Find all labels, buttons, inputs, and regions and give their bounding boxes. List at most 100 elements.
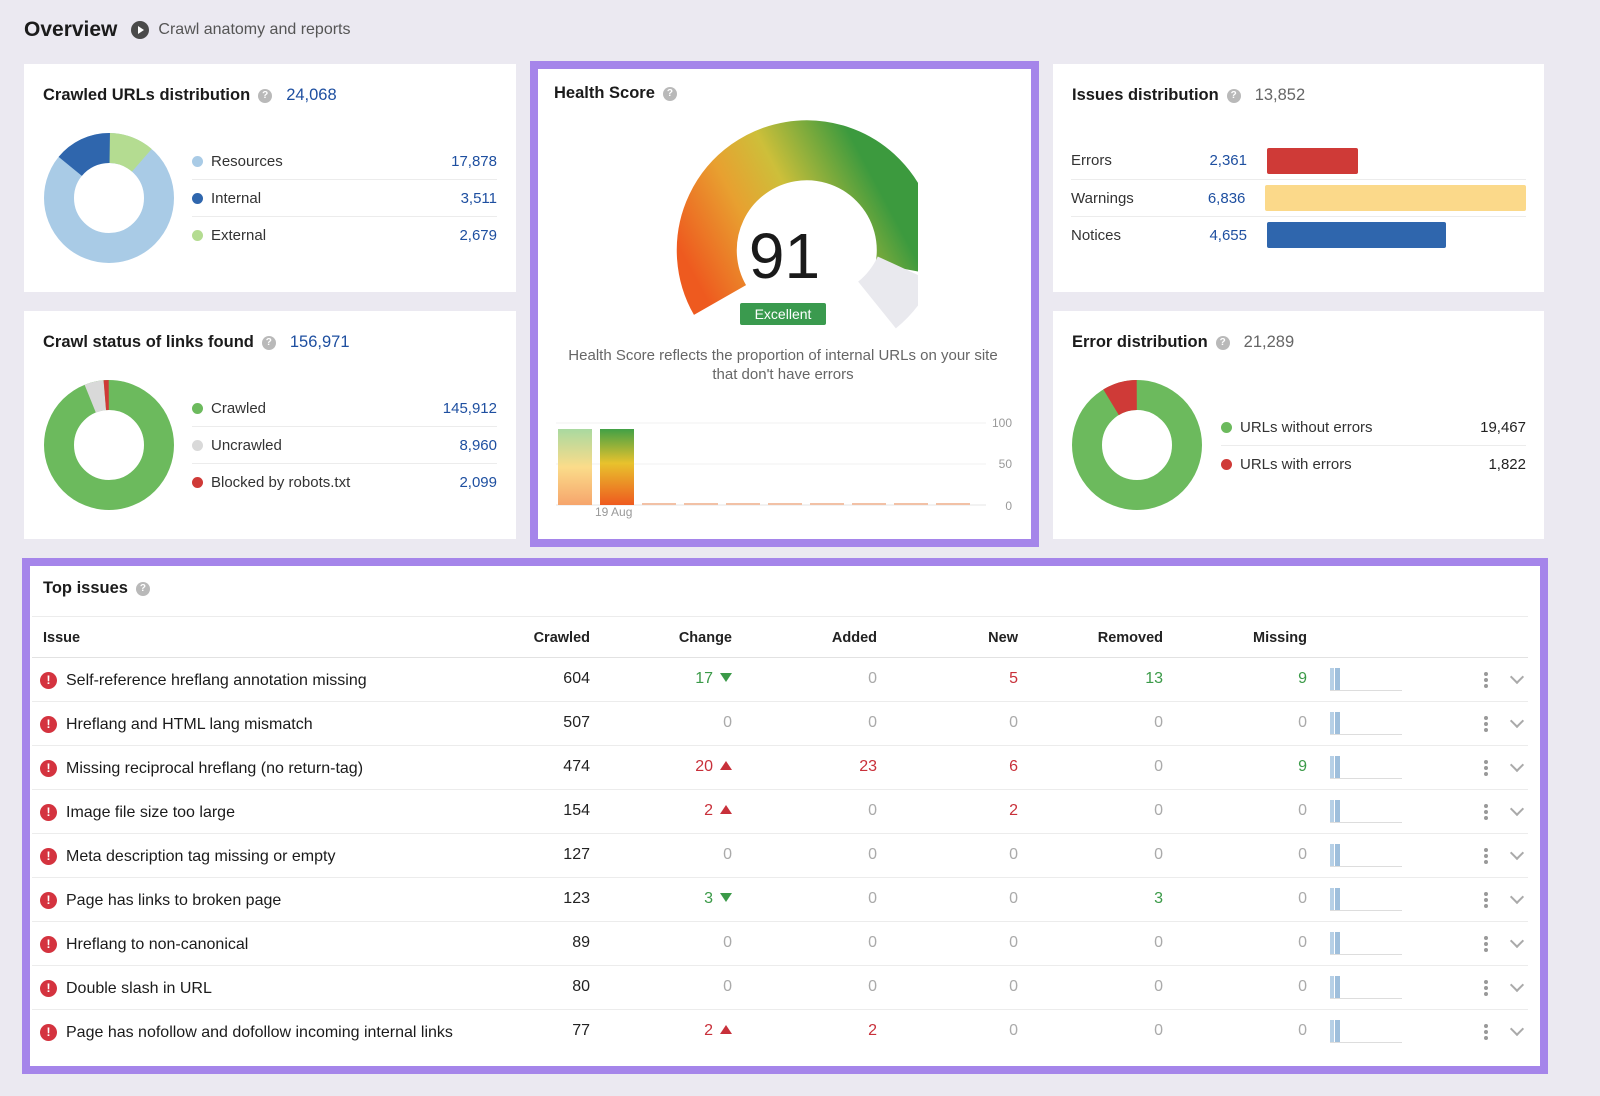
issues-bar-warnings[interactable] bbox=[1265, 185, 1526, 211]
more-options-icon[interactable] bbox=[1484, 804, 1488, 822]
cell-missing[interactable]: 0 bbox=[1298, 934, 1307, 951]
col-new[interactable]: New bbox=[988, 630, 1018, 646]
cell-added[interactable]: 0 bbox=[868, 802, 877, 819]
chevron-down-icon[interactable] bbox=[1509, 1021, 1525, 1037]
card-total[interactable]: 24,068 bbox=[286, 86, 337, 104]
chevron-down-icon[interactable] bbox=[1509, 977, 1525, 993]
history-bar[interactable] bbox=[558, 429, 592, 505]
cell-crawled[interactable]: 77 bbox=[572, 1022, 590, 1039]
cell-removed[interactable]: 0 bbox=[1154, 758, 1163, 775]
cell-crawled[interactable]: 80 bbox=[572, 978, 590, 995]
issues-row-errors[interactable]: Errors 2,361 bbox=[1071, 142, 1358, 179]
cell-added[interactable]: 0 bbox=[868, 890, 877, 907]
more-options-icon[interactable] bbox=[1484, 1024, 1488, 1042]
cell-crawled[interactable]: 474 bbox=[563, 758, 590, 775]
legend-row-external[interactable]: External 2,679 bbox=[192, 217, 497, 254]
cell-removed[interactable]: 0 bbox=[1154, 802, 1163, 819]
cell-crawled[interactable]: 507 bbox=[563, 714, 590, 731]
cell-missing[interactable]: 9 bbox=[1298, 670, 1307, 687]
issues-row-notices[interactable]: Notices 4,655 bbox=[1071, 216, 1526, 253]
help-icon[interactable]: ? bbox=[1226, 88, 1241, 103]
help-icon[interactable]: ? bbox=[1215, 335, 1230, 350]
donut-segment-without-errors[interactable] bbox=[1072, 380, 1202, 510]
table-row[interactable]: ! Hreflang and HTML lang mismatch 507 0 0 0 0 0 bbox=[32, 702, 1528, 746]
cell-added[interactable]: 0 bbox=[868, 846, 877, 863]
cell-added[interactable]: 23 bbox=[859, 758, 877, 775]
col-issue[interactable]: Issue bbox=[43, 630, 81, 646]
col-crawled[interactable]: Crawled bbox=[533, 630, 590, 646]
cell-missing[interactable]: 0 bbox=[1298, 978, 1307, 995]
cell-new[interactable]: 0 bbox=[1009, 978, 1018, 995]
cell-added[interactable]: 2 bbox=[868, 1022, 877, 1039]
cell-new[interactable]: 0 bbox=[1009, 846, 1018, 863]
col-removed[interactable]: Removed bbox=[1097, 630, 1163, 646]
history-bar[interactable] bbox=[600, 429, 634, 505]
help-icon[interactable]: ? bbox=[662, 86, 677, 101]
legend-row-blocked[interactable]: Blocked by robots.txt 2,099 bbox=[192, 464, 497, 501]
cell-new[interactable]: 0 bbox=[1009, 714, 1018, 731]
cell-missing[interactable]: 0 bbox=[1298, 802, 1307, 819]
cell-added[interactable]: 0 bbox=[868, 934, 877, 951]
issue-name[interactable]: Hreflang and HTML lang mismatch bbox=[66, 716, 313, 733]
help-icon[interactable]: ? bbox=[261, 335, 276, 350]
cell-removed[interactable]: 13 bbox=[1145, 670, 1163, 687]
col-change[interactable]: Change bbox=[678, 630, 732, 646]
cell-removed[interactable]: 0 bbox=[1154, 978, 1163, 995]
cell-missing[interactable]: 9 bbox=[1298, 758, 1307, 775]
cell-missing[interactable]: 0 bbox=[1298, 714, 1307, 731]
legend-row-uncrawled[interactable]: Uncrawled 8,960 bbox=[192, 427, 497, 464]
more-options-icon[interactable] bbox=[1484, 936, 1488, 954]
table-row[interactable]: ! Hreflang to non-canonical 89 0 0 0 0 0 bbox=[32, 922, 1528, 966]
col-missing[interactable]: Missing bbox=[1253, 630, 1307, 646]
chevron-down-icon[interactable] bbox=[1509, 669, 1525, 685]
crawl-anatomy-link[interactable]: Crawl anatomy and reports bbox=[131, 21, 351, 39]
cell-new[interactable]: 0 bbox=[1009, 934, 1018, 951]
issue-name[interactable]: Meta description tag missing or empty bbox=[66, 848, 336, 865]
table-row[interactable]: ! Meta description tag missing or empty 12… bbox=[32, 834, 1528, 878]
more-options-icon[interactable] bbox=[1484, 848, 1488, 866]
help-icon[interactable]: ? bbox=[135, 581, 150, 596]
legend-row-without-errors[interactable]: URLs without errors 19,467 bbox=[1221, 409, 1526, 446]
chevron-down-icon[interactable] bbox=[1509, 801, 1525, 817]
table-row[interactable]: ! Image file size too large 154 2 0 2 0 0 bbox=[32, 790, 1528, 834]
chevron-down-icon[interactable] bbox=[1509, 933, 1525, 949]
cell-crawled[interactable]: 604 bbox=[563, 670, 590, 687]
chevron-down-icon[interactable] bbox=[1509, 889, 1525, 905]
table-row[interactable]: ! Page has nofollow and dofollow incoming… bbox=[32, 1010, 1528, 1054]
chevron-down-icon[interactable] bbox=[1509, 845, 1525, 861]
cell-removed[interactable]: 3 bbox=[1154, 890, 1163, 907]
table-row[interactable]: ! Page has links to broken page 123 3 0 0 3 0 bbox=[32, 878, 1528, 922]
cell-crawled[interactable]: 127 bbox=[563, 846, 590, 863]
table-row[interactable]: ! Double slash in URL 80 0 0 0 0 0 bbox=[32, 966, 1528, 1010]
cell-crawled[interactable]: 154 bbox=[563, 802, 590, 819]
issue-name[interactable]: Page has nofollow and dofollow incoming … bbox=[66, 1024, 453, 1041]
cell-new[interactable]: 2 bbox=[1009, 802, 1018, 819]
donut-segment-internal[interactable] bbox=[44, 133, 174, 263]
cell-crawled[interactable]: 123 bbox=[563, 890, 590, 907]
cell-removed[interactable]: 0 bbox=[1154, 934, 1163, 951]
cell-new[interactable]: 5 bbox=[1009, 670, 1018, 687]
help-icon[interactable]: ? bbox=[258, 88, 273, 103]
issues-row-warnings[interactable]: Warnings 6,836 bbox=[1071, 179, 1526, 216]
table-row[interactable]: ! Self-reference hreflang annotation miss… bbox=[32, 658, 1528, 702]
cell-missing[interactable]: 0 bbox=[1298, 890, 1307, 907]
more-options-icon[interactable] bbox=[1484, 716, 1488, 734]
cell-added[interactable]: 0 bbox=[868, 978, 877, 995]
card-total[interactable]: 156,971 bbox=[289, 333, 350, 351]
cell-added[interactable]: 0 bbox=[868, 670, 877, 687]
cell-added[interactable]: 0 bbox=[868, 714, 877, 731]
legend-row-internal[interactable]: Internal 3,511 bbox=[192, 180, 497, 217]
issue-name[interactable]: Missing reciprocal hreflang (no return-t… bbox=[66, 760, 364, 777]
col-added[interactable]: Added bbox=[831, 630, 877, 646]
legend-row-crawled[interactable]: Crawled 145,912 bbox=[192, 390, 497, 427]
chevron-down-icon[interactable] bbox=[1509, 713, 1525, 729]
legend-row-with-errors[interactable]: URLs with errors 1,822 bbox=[1221, 446, 1526, 483]
cell-new[interactable]: 6 bbox=[1009, 758, 1018, 775]
cell-missing[interactable]: 0 bbox=[1298, 1022, 1307, 1039]
more-options-icon[interactable] bbox=[1484, 980, 1488, 998]
chevron-down-icon[interactable] bbox=[1509, 757, 1525, 773]
cell-removed[interactable]: 0 bbox=[1154, 846, 1163, 863]
cell-removed[interactable]: 0 bbox=[1154, 714, 1163, 731]
issue-name[interactable]: Hreflang to non-canonical bbox=[66, 936, 249, 953]
table-row[interactable]: ! Missing reciprocal hreflang (no return-… bbox=[32, 746, 1528, 790]
